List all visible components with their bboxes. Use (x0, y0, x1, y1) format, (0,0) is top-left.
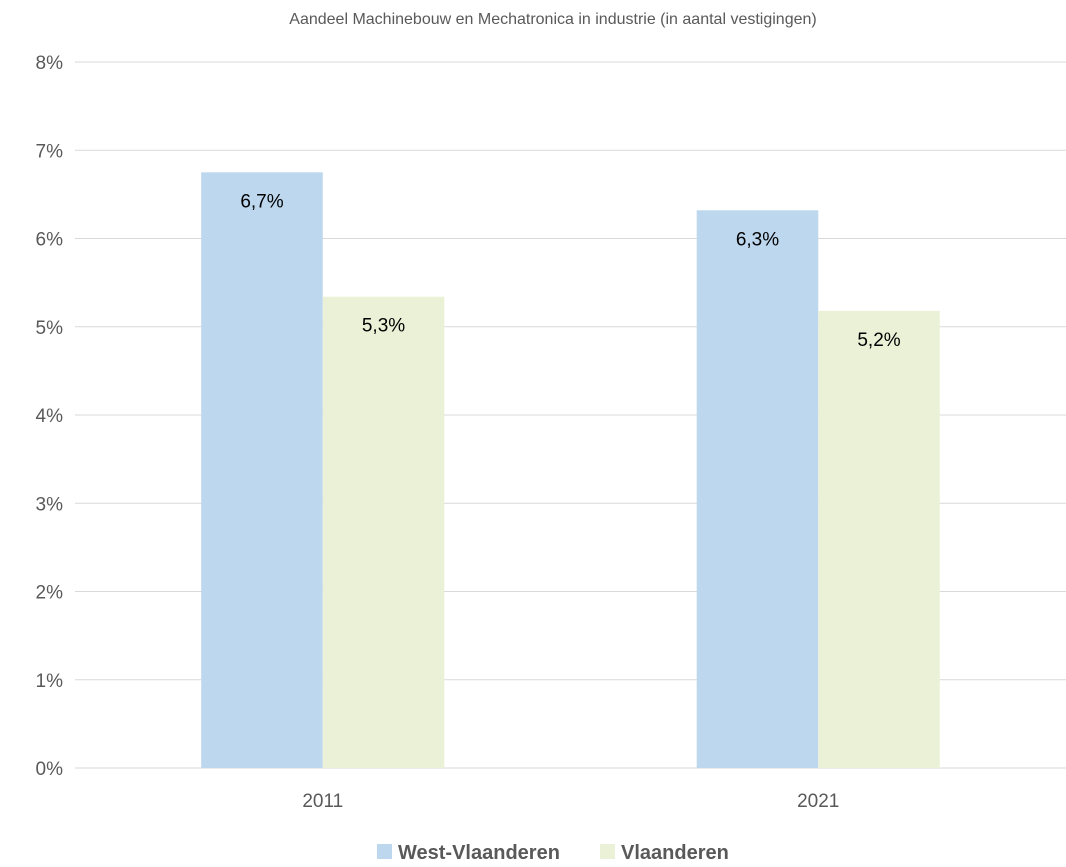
bars (201, 172, 940, 768)
data-labels: 6,7% 5,3% 6,3% 5,2% (240, 191, 900, 351)
legend-label: West-Vlaanderen (398, 842, 560, 862)
x-tick-label: 2021 (797, 791, 839, 812)
data-label: 5,3% (362, 316, 405, 337)
legend-swatch (600, 844, 615, 859)
chart-title: Aandeel Machinebouw en Mechatronica in i… (289, 11, 816, 28)
y-tick-label: 2% (36, 583, 64, 604)
y-tick-label: 1% (36, 671, 64, 692)
data-label: 6,7% (240, 191, 283, 212)
y-tick-label: 3% (36, 494, 64, 515)
bar-west-vlaanderen-2021 (696, 210, 819, 768)
legend-label: Vlaanderen (621, 842, 729, 862)
legend-swatch (377, 844, 392, 859)
y-tick-label: 0% (36, 759, 64, 780)
bar-west-vlaanderen-2011 (201, 172, 323, 768)
y-tick-label: 8% (36, 53, 64, 74)
legend: West-Vlaanderen Vlaanderen (377, 842, 729, 864)
y-axis-ticks: 0% 1% 2% 3% 4% 5% 6% 7% 8% (36, 53, 64, 780)
y-tick-label: 7% (36, 141, 64, 162)
x-tick-label: 2011 (302, 791, 343, 812)
data-label: 5,2% (857, 330, 900, 351)
y-tick-label: 5% (36, 318, 64, 339)
bar-vlaanderen-2011 (322, 296, 445, 768)
x-axis-ticks: 2011 2021 (302, 791, 839, 812)
bar-vlaanderen-2021 (818, 310, 940, 768)
data-label: 6,3% (736, 229, 779, 250)
y-tick-label: 6% (36, 230, 64, 251)
y-tick-label: 4% (36, 406, 64, 427)
